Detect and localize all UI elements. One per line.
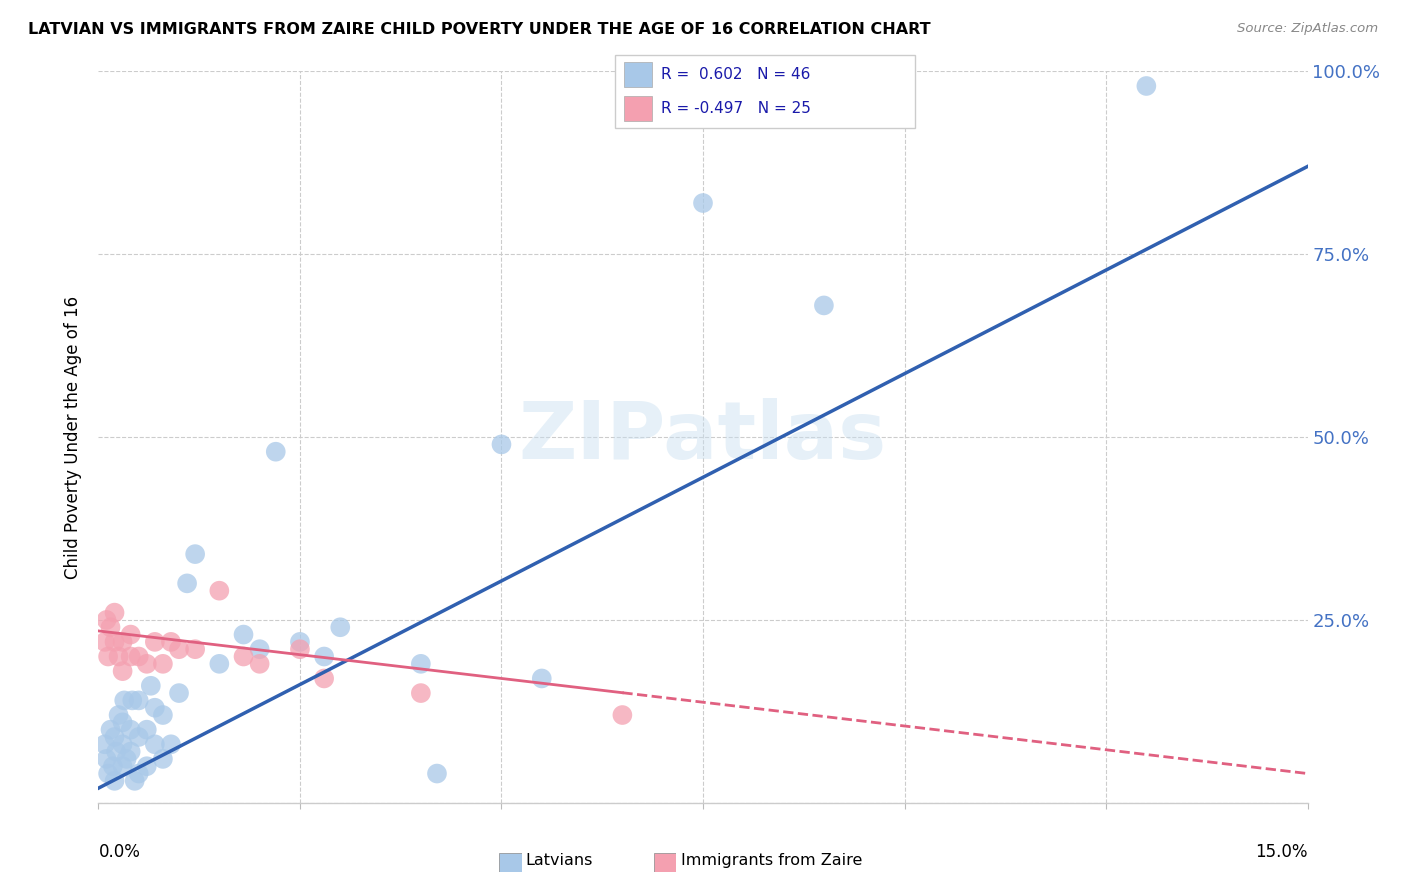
Point [121, 693, 143, 707]
Point [176, 576, 198, 591]
Point [107, 649, 129, 664]
Point [128, 730, 150, 744]
Point [264, 444, 287, 458]
Point [184, 642, 207, 657]
Point [143, 737, 166, 751]
Y-axis label: Child Poverty Under the Age of 16: Child Poverty Under the Age of 16 [65, 295, 83, 579]
Point [128, 766, 150, 780]
Point [249, 642, 271, 657]
Point [208, 657, 231, 671]
Point [107, 708, 129, 723]
Point [103, 606, 125, 620]
Text: R = -0.497   N = 25: R = -0.497 N = 25 [661, 101, 811, 116]
Point [103, 730, 125, 744]
Point [112, 693, 135, 707]
Point [101, 759, 124, 773]
Point [115, 752, 138, 766]
Point [143, 700, 166, 714]
Point [426, 766, 449, 780]
Point [97, 649, 120, 664]
Point [409, 686, 432, 700]
Point [135, 723, 157, 737]
Text: ZIPatlas: ZIPatlas [519, 398, 887, 476]
Point [612, 708, 634, 723]
Point [152, 708, 174, 723]
Point [329, 620, 352, 634]
Point [288, 635, 311, 649]
Point [167, 686, 190, 700]
Point [100, 723, 122, 737]
Point [409, 657, 432, 671]
Text: Source: ZipAtlas.com: Source: ZipAtlas.com [1237, 22, 1378, 36]
Text: 15.0%: 15.0% [1256, 843, 1308, 861]
Point [143, 635, 166, 649]
Point [184, 547, 207, 561]
Point [100, 620, 122, 634]
Point [232, 649, 254, 664]
Point [167, 642, 190, 657]
Bar [624, 62, 652, 87]
Point [135, 657, 157, 671]
Point [208, 583, 231, 598]
Point [491, 437, 513, 451]
Point [120, 723, 142, 737]
Point [160, 635, 183, 649]
Point [249, 657, 271, 671]
Point [120, 627, 142, 641]
Point [111, 664, 134, 678]
Point [232, 627, 254, 641]
Point [96, 613, 118, 627]
Point [813, 298, 835, 312]
Point [103, 635, 125, 649]
Point [128, 693, 150, 707]
Point [288, 642, 311, 657]
Text: LATVIAN VS IMMIGRANTS FROM ZAIRE CHILD POVERTY UNDER THE AGE OF 16 CORRELATION C: LATVIAN VS IMMIGRANTS FROM ZAIRE CHILD P… [28, 22, 931, 37]
Point [135, 759, 157, 773]
Bar [624, 96, 652, 121]
Point [124, 773, 146, 788]
Point [111, 635, 134, 649]
Point [152, 752, 174, 766]
Point [314, 649, 336, 664]
Point [139, 679, 162, 693]
Point [97, 766, 120, 780]
Text: R =  0.602   N = 46: R = 0.602 N = 46 [661, 67, 810, 82]
Point [105, 745, 128, 759]
Text: Immigrants from Zaire: Immigrants from Zaire [681, 853, 862, 868]
Text: Latvians: Latvians [526, 853, 593, 868]
Point [94, 635, 117, 649]
Point [692, 196, 714, 211]
Point [1135, 78, 1157, 93]
Point [120, 649, 142, 664]
Point [96, 752, 118, 766]
Point [94, 737, 117, 751]
Point [128, 649, 150, 664]
Point [111, 715, 134, 730]
Point [160, 737, 183, 751]
Point [120, 745, 142, 759]
Point [152, 657, 174, 671]
Point [111, 737, 134, 751]
FancyBboxPatch shape [614, 55, 915, 128]
Point [314, 672, 336, 686]
Point [103, 773, 125, 788]
Text: 0.0%: 0.0% [98, 843, 141, 861]
Point [111, 759, 134, 773]
Point [530, 672, 553, 686]
